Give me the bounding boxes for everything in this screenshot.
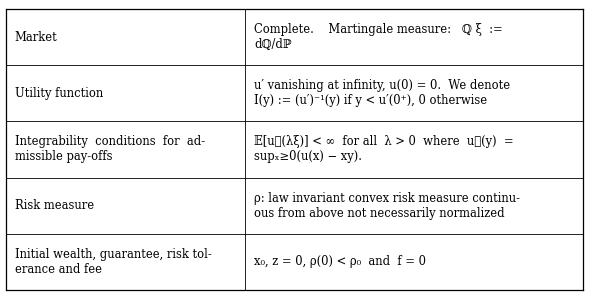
Text: Utility function: Utility function [15, 87, 103, 100]
Text: u′ vanishing at infinity, u(0) = 0.  We denote: u′ vanishing at infinity, u(0) = 0. We d… [254, 79, 511, 92]
Text: Risk measure: Risk measure [15, 199, 94, 212]
Text: ous from above not necessarily normalized: ous from above not necessarily normalize… [254, 207, 505, 220]
Text: 𝔼[u⋆(λξ)] < ∞  for all  λ > 0  where  u⋆(y)  =: 𝔼[u⋆(λξ)] < ∞ for all λ > 0 where u⋆(y) … [254, 135, 514, 149]
Text: ρ: law invariant convex risk measure continu-: ρ: law invariant convex risk measure con… [254, 192, 520, 205]
Text: supₓ≥0(u(x) − xy).: supₓ≥0(u(x) − xy). [254, 150, 362, 164]
Text: Initial wealth, guarantee, risk tol-: Initial wealth, guarantee, risk tol- [15, 248, 211, 261]
Text: x₀, z = 0, ρ(0) < ρ₀  and  f = 0: x₀, z = 0, ρ(0) < ρ₀ and f = 0 [254, 255, 426, 269]
Text: I(y) := (u′)⁻¹(y) if y < u′(0⁺), 0 otherwise: I(y) := (u′)⁻¹(y) if y < u′(0⁺), 0 other… [254, 94, 487, 107]
Text: erance and fee: erance and fee [15, 263, 102, 276]
Text: dℚ/dℙ: dℚ/dℙ [254, 38, 292, 51]
Text: missible pay-offs: missible pay-offs [15, 150, 112, 164]
Text: Market: Market [15, 30, 58, 44]
Text: Complete.    Martingale measure:   ℚ ξ  :=: Complete. Martingale measure: ℚ ξ := [254, 23, 503, 36]
Text: Integrability  conditions  for  ad-: Integrability conditions for ad- [15, 135, 205, 149]
